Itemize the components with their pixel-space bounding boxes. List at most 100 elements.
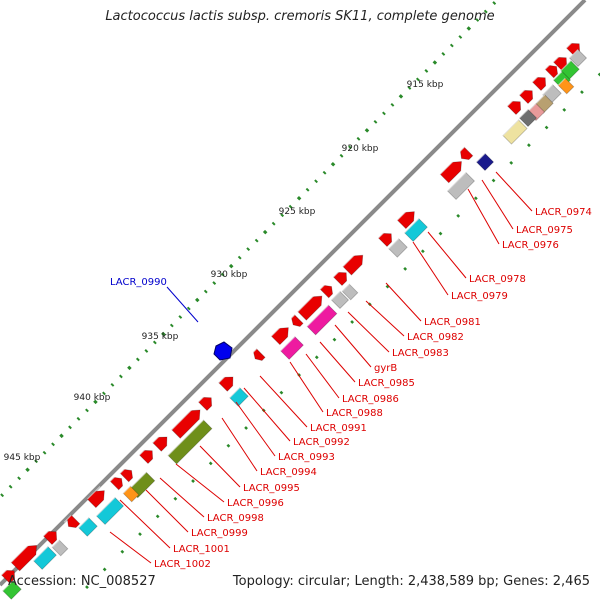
gene-block[interactable] — [229, 387, 249, 407]
scale-tick — [169, 323, 174, 328]
inner-ruler-tick — [226, 443, 231, 448]
gene-arrow[interactable] — [552, 53, 571, 72]
gene-arrow[interactable] — [319, 281, 336, 299]
gene-block[interactable] — [388, 238, 408, 258]
gene-arrow[interactable] — [297, 291, 326, 321]
gene-arrow[interactable] — [518, 86, 537, 105]
gene-arrow[interactable] — [250, 348, 266, 363]
gene-label[interactable]: LACR_0993 — [278, 452, 335, 463]
gene-arrow[interactable] — [218, 372, 237, 392]
gene-label[interactable]: gyrB — [374, 363, 397, 374]
gene-block[interactable] — [280, 336, 304, 360]
gene-arrow[interactable] — [342, 250, 367, 276]
gene-block[interactable] — [518, 108, 538, 128]
gene-block[interactable] — [404, 218, 428, 242]
inner-ruler-tick — [191, 479, 195, 483]
gene-label-leader — [221, 417, 258, 472]
gene-arrow[interactable] — [138, 446, 157, 465]
gene-arrow[interactable] — [288, 314, 304, 329]
scale-tick — [228, 263, 234, 269]
scale-tick — [76, 416, 81, 421]
gene-label-leader — [243, 387, 291, 442]
gene-block[interactable] — [306, 304, 338, 336]
gene-arrow[interactable] — [506, 97, 525, 116]
gene-block[interactable] — [33, 546, 57, 570]
gene-block[interactable] — [557, 77, 575, 95]
gene-arrow[interactable] — [109, 473, 126, 491]
gene-arrow[interactable] — [119, 465, 136, 483]
scale-tick — [212, 281, 217, 285]
gene-label[interactable]: LACR_0991 — [310, 423, 367, 434]
gene-label-leader — [412, 241, 449, 296]
gene-label[interactable]: LACR_0988 — [326, 408, 383, 419]
gene-label-leader — [481, 179, 514, 230]
gene-block[interactable] — [475, 152, 495, 172]
gene-label-leader — [159, 477, 205, 518]
gene-arrow[interactable] — [152, 432, 171, 452]
gene-label[interactable]: LACR_0998 — [207, 513, 264, 524]
gene-block[interactable] — [51, 539, 69, 557]
gene-arrow[interactable] — [10, 540, 41, 572]
gene-arrow[interactable] — [531, 73, 550, 92]
gene-block[interactable] — [568, 48, 588, 68]
gene-arrow[interactable] — [439, 156, 465, 184]
gene-arrow[interactable] — [0, 566, 19, 585]
gene-label[interactable]: LACR_0986 — [342, 394, 399, 405]
gene-label[interactable]: LACR_0982 — [407, 332, 464, 343]
gene-label-leader — [365, 300, 405, 337]
scale-tick-label: 940 kbp — [74, 393, 111, 403]
inner-ruler-tick — [120, 549, 125, 554]
gene-label[interactable]: LACR_0983 — [392, 348, 449, 359]
gene-label[interactable]: LACR_0979 — [451, 291, 508, 302]
gene-label[interactable]: LACR_0975 — [516, 225, 573, 236]
scale-tick — [178, 315, 183, 319]
gene-label[interactable]: LACR_0976 — [502, 240, 559, 251]
gene-label[interactable]: LACR_0985 — [358, 378, 415, 389]
gene-arrow[interactable] — [456, 146, 474, 163]
scale-tick-label: 930 kbp — [211, 270, 248, 280]
gene-block[interactable] — [95, 496, 125, 526]
gene-label[interactable]: LACR_0992 — [293, 437, 350, 448]
gene-arrow[interactable] — [270, 322, 292, 346]
inner-ruler-tick — [102, 567, 107, 572]
selected-gene-feature[interactable] — [213, 341, 233, 361]
gene-arrow[interactable] — [544, 61, 561, 79]
gene-block[interactable] — [341, 283, 359, 301]
gene-arrow[interactable] — [171, 405, 205, 439]
gene-block[interactable] — [330, 290, 350, 310]
scale-tick — [466, 26, 472, 31]
gene-block[interactable] — [446, 171, 476, 201]
scale-tick — [330, 162, 336, 167]
gene-block[interactable] — [2, 580, 22, 600]
gene-arrow[interactable] — [86, 485, 108, 509]
scale-tick — [262, 229, 268, 235]
gene-label[interactable]: LACR_0999 — [191, 528, 248, 539]
gene-arrow[interactable] — [332, 268, 351, 287]
gene-arrow[interactable] — [63, 514, 81, 531]
gene-arrow[interactable] — [42, 527, 61, 546]
gene-label[interactable]: LACR_0995 — [243, 483, 300, 494]
gene-block[interactable] — [502, 119, 528, 145]
gene-arrow[interactable] — [197, 393, 216, 412]
gene-label-leader — [259, 375, 308, 428]
scale-tick — [85, 408, 89, 413]
gene-block[interactable] — [167, 419, 213, 465]
gene-arrow[interactable] — [377, 229, 396, 248]
gene-label[interactable]: LACR_1001 — [173, 544, 230, 555]
scale-tick-label: 915 kbp — [407, 80, 444, 90]
gene-label[interactable]: LACR_0994 — [260, 467, 317, 478]
inner-ruler-tick — [314, 355, 319, 360]
gene-arrow[interactable] — [396, 206, 418, 230]
gene-label[interactable]: LACR_0978 — [469, 274, 526, 285]
scale-tick — [246, 247, 251, 252]
scale-tick — [441, 52, 446, 56]
gene-block[interactable] — [78, 517, 98, 537]
gene-label[interactable]: LACR_0981 — [424, 317, 481, 328]
gene-label[interactable]: LACR_0974 — [535, 207, 592, 218]
gene-label[interactable]: LACR_1002 — [154, 559, 211, 570]
selected-gene-label[interactable]: LACR_0990 — [110, 277, 167, 288]
gene-block[interactable] — [122, 485, 140, 503]
gene-label[interactable]: LACR_0996 — [227, 498, 284, 509]
